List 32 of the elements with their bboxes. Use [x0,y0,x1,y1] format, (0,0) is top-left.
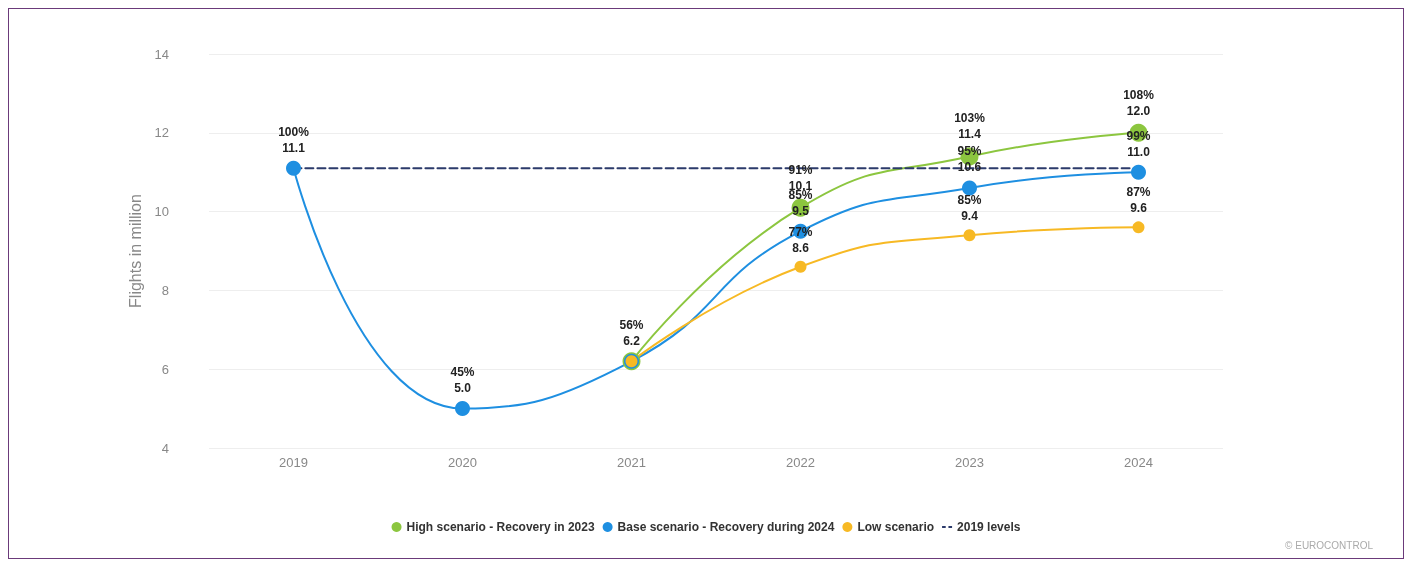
data-label: 108% 12.0 [1123,87,1155,118]
y-tick-label: 8 [161,282,169,298]
point [963,229,976,242]
x-tick-label: 2020 [448,455,477,470]
text: © EUROCONTROL [1285,539,1374,551]
x-tick-label: 2019 [279,455,308,470]
data-label: 103% 11.4 [954,111,986,142]
point [1132,221,1145,234]
y-tick-label: 12 [154,125,169,141]
y-tick-label: 14 [154,46,169,62]
legend-label: Base scenario - Recovery during 2024 [617,520,835,534]
y-tick-label: 4 [161,440,169,456]
data-label: 45% 5.0 [450,365,475,396]
point [962,180,977,196]
x-tick-label: 2022 [786,455,815,470]
legend-label: High scenario - Recovery in 2023 [406,520,595,534]
y-axis-title: Flights in million [127,194,145,308]
point [286,160,301,176]
y-tick-label: 10 [154,204,169,220]
data-label: 56% 6.2 [619,317,644,348]
x-tick-label: 2021 [617,455,646,470]
data-label: 87% 9.6 [1126,185,1151,216]
point [455,401,470,417]
point [1131,164,1146,180]
x-tick-label: 2024 [1124,455,1153,470]
legend-label: Low scenario [857,520,935,534]
y-tick-label: 6 [161,361,169,377]
x-tick-label: 2023 [955,455,984,470]
point [794,260,807,273]
legend-label: 2019 levels [957,520,1021,534]
data-label: 85% 9.4 [957,193,982,224]
data-label: 100% 11.1 [278,124,310,155]
